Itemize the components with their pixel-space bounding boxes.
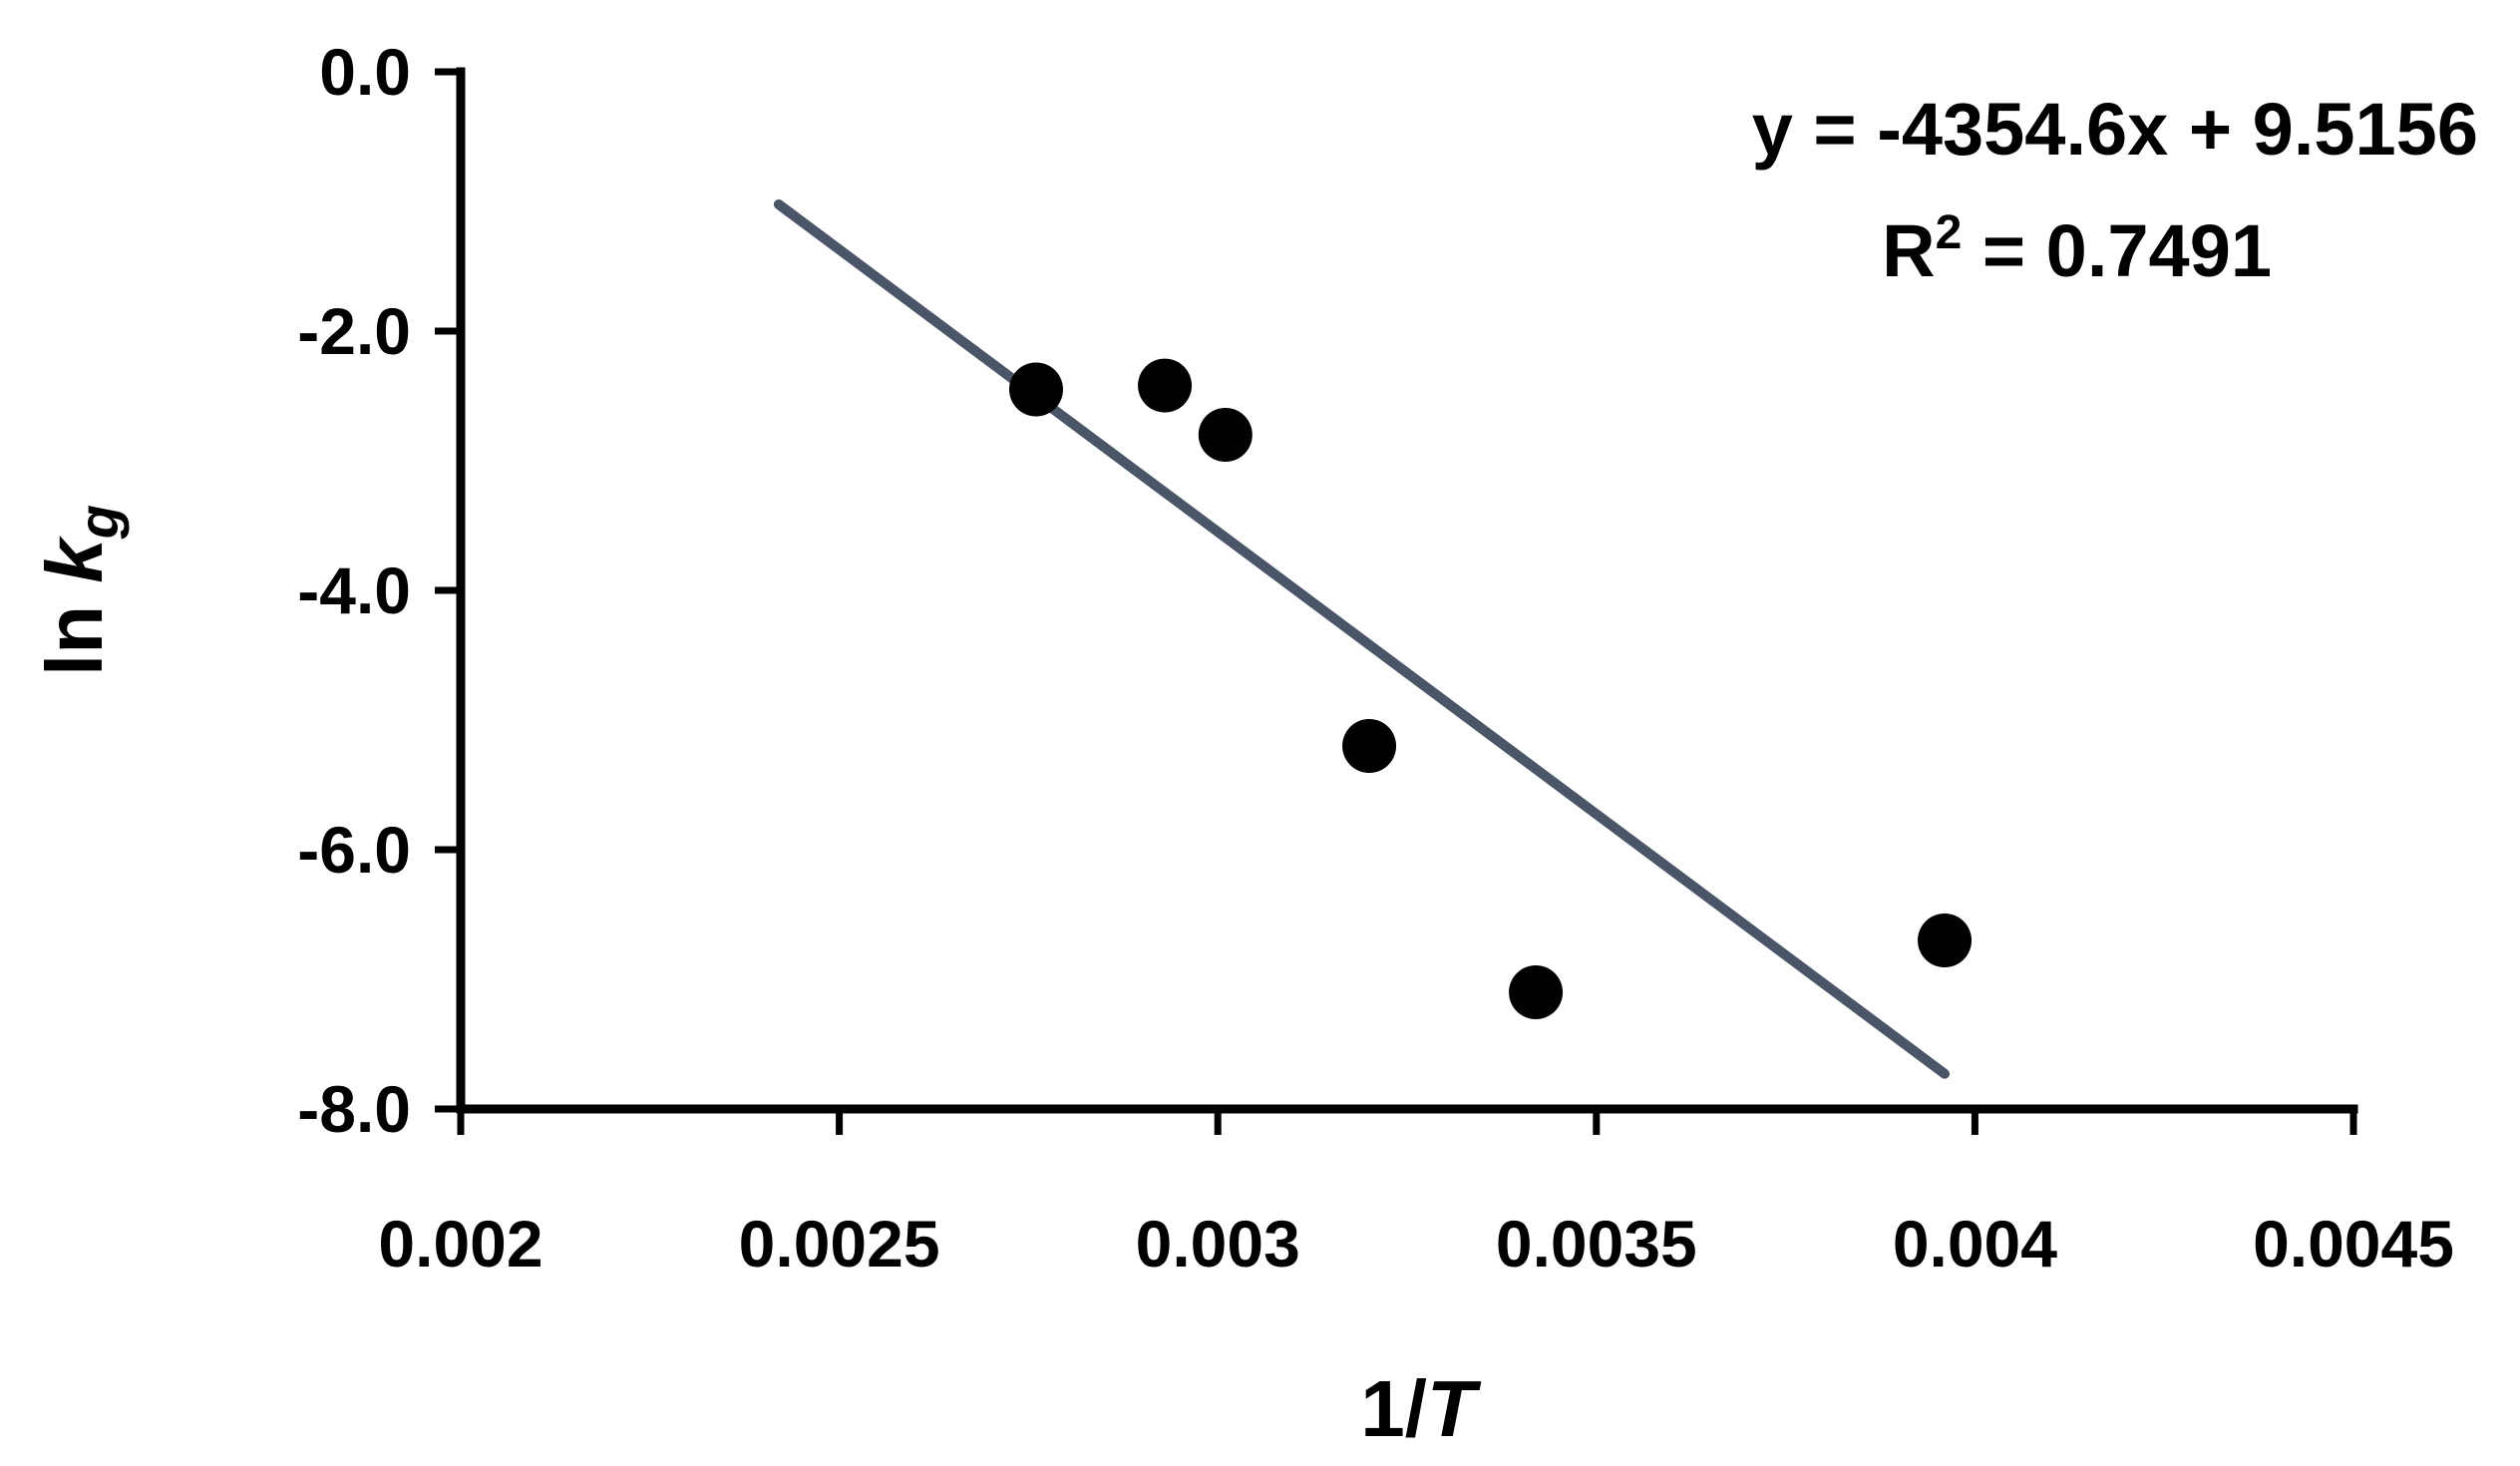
r-squared-value: = 0.7491	[1962, 209, 2272, 292]
y-ticks: 0.0 -2.0 -4.0 -6.0 -8.0	[297, 35, 461, 1146]
x-axis-title-italic: T	[1427, 1364, 1482, 1453]
data-point	[1198, 408, 1253, 462]
r-squared-superscript: 2	[1936, 206, 1963, 259]
trendline-layer	[773, 198, 1951, 1079]
data-point	[1008, 362, 1063, 417]
r-squared-letter: R	[1882, 209, 1935, 292]
data-point	[1918, 914, 1973, 967]
y-tick-label: -2.0	[297, 294, 411, 368]
y-tick-label: -6.0	[297, 813, 411, 887]
y-tick-label: -8.0	[297, 1072, 411, 1146]
trendline-equation: y = -4354.6x + 9.5156	[1752, 88, 2478, 171]
y-tick-label: 0.0	[319, 35, 411, 109]
x-tick-label: 0.003	[1136, 1207, 1300, 1281]
y-axis-title-main: ln	[30, 583, 119, 676]
x-tick-label: 0.0025	[739, 1207, 940, 1281]
points-layer	[1008, 358, 1973, 1019]
x-axis-title: 1/T	[1360, 1364, 1482, 1453]
x-tick-label: 0.002	[378, 1207, 542, 1281]
x-axis-title-main: 1/	[1360, 1364, 1427, 1453]
x-tick-label: 0.004	[1893, 1207, 2057, 1281]
x-tick-label: 0.0045	[2253, 1207, 2454, 1281]
data-point	[1138, 358, 1193, 413]
data-point	[1509, 965, 1564, 1019]
trendline	[773, 198, 1951, 1079]
y-axis-title: ln kg	[30, 505, 130, 676]
data-point	[1342, 719, 1397, 773]
y-axis-title-italic: k	[30, 536, 119, 583]
x-tick-label: 0.0035	[1496, 1207, 1697, 1281]
y-tick-label: -4.0	[297, 553, 411, 627]
y-axis-title-subscript: g	[67, 505, 130, 540]
x-ticks: 0.002 0.0025 0.003 0.0035 0.004 0.0045	[378, 1109, 2454, 1281]
r-squared-label: R2 = 0.7491	[1882, 206, 2272, 292]
